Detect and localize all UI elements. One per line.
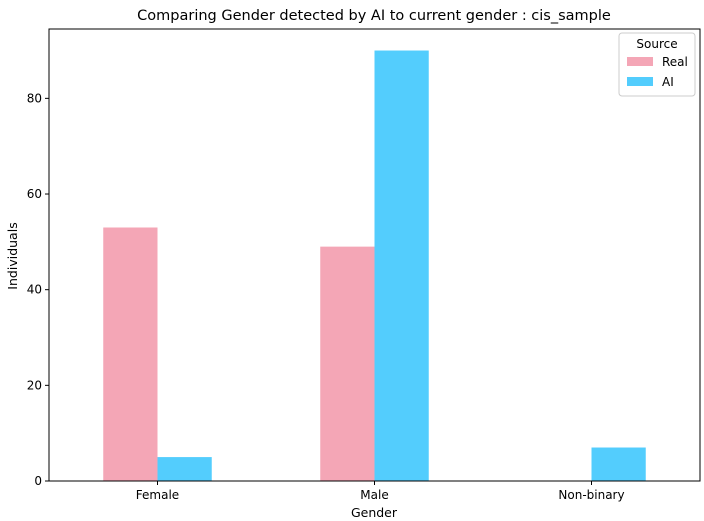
legend-title: Source — [636, 37, 677, 51]
y-tick-label: 0 — [34, 474, 42, 488]
x-tick-label: Non-binary — [558, 488, 624, 502]
plot-area: Female Male Non-binary 0 20 40 60 80 — [27, 50, 646, 502]
x-axis-label: Gender — [351, 505, 398, 520]
x-tick-label: Female — [136, 488, 179, 502]
y-tick-label: 40 — [27, 283, 42, 297]
bar-ai-male — [374, 50, 429, 482]
x-tick-label: Male — [360, 488, 388, 502]
y-tick-label: 80 — [27, 91, 42, 105]
y-tick-label: 60 — [27, 187, 42, 201]
legend: Source Real AI — [618, 32, 696, 97]
legend-label-ai: AI — [662, 75, 674, 89]
legend-swatch-ai — [627, 77, 653, 86]
y-axis-label: Individuals — [5, 222, 20, 289]
plot-frame — [48, 28, 701, 482]
bar-ai-non-binary — [591, 447, 646, 481]
y-tick-label: 20 — [27, 378, 42, 392]
bar-ai-female — [157, 457, 212, 481]
bar-real-female — [103, 227, 158, 481]
legend-label-real: Real — [662, 55, 688, 69]
legend-swatch-real — [627, 57, 653, 66]
chart-title: Comparing Gender detected by AI to curre… — [137, 8, 611, 24]
bar-real-male — [320, 246, 375, 481]
